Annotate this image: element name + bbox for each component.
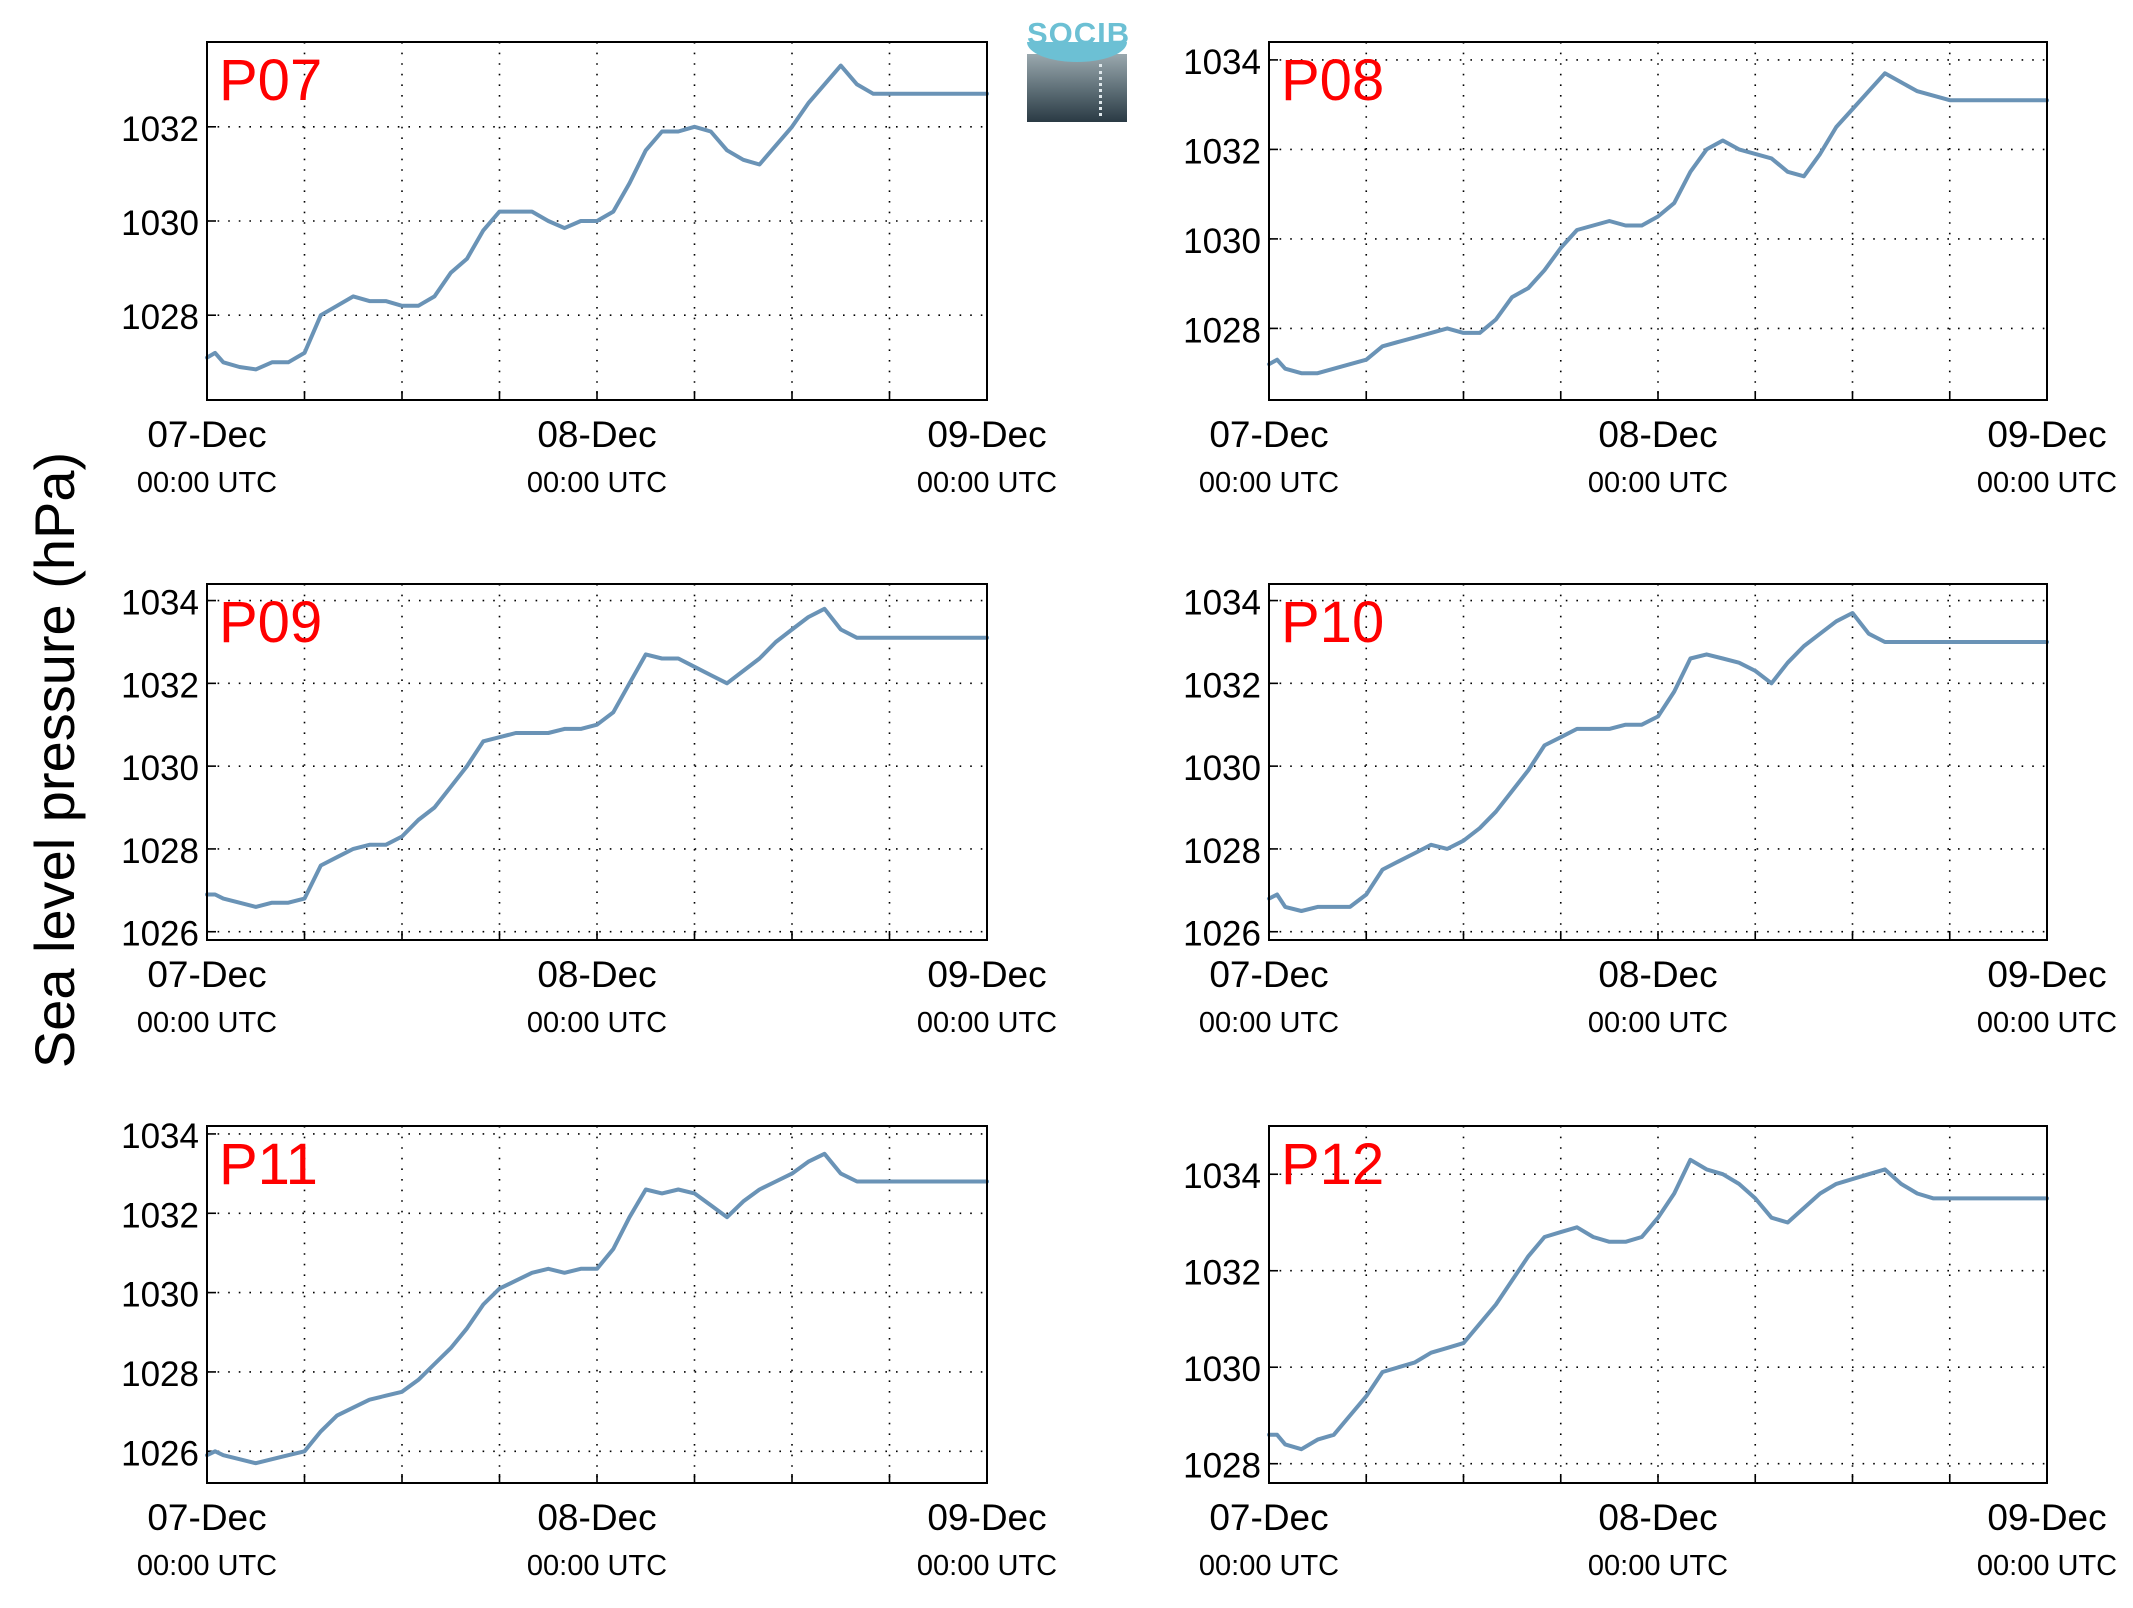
x-tick-label-time: 00:00 UTC bbox=[1977, 1007, 2117, 1039]
x-tick-label-date: 07-Dec bbox=[147, 1497, 266, 1538]
x-tick-label-time: 00:00 UTC bbox=[1977, 467, 2117, 499]
panel-p09: 1026 1028 1030 1032 1034 P09 07-Dec 00:00 UTC 08… bbox=[121, 583, 1057, 1039]
x-tick-label-date: 07-Dec bbox=[1209, 414, 1328, 455]
y-tick-label: 1030 bbox=[1183, 749, 1261, 788]
series-line-p08 bbox=[1267, 71, 2049, 376]
x-tick-label-date: 09-Dec bbox=[927, 954, 1046, 995]
x-tick-label-time: 00:00 UTC bbox=[1977, 1550, 2117, 1582]
series-line-p10 bbox=[1267, 611, 2049, 913]
y-tick-label: 1030 bbox=[1183, 1350, 1261, 1389]
x-tick-label-date: 08-Dec bbox=[537, 414, 656, 455]
x-tick-label-date: 08-Dec bbox=[537, 954, 656, 995]
panel-p10: 1026 1028 1030 1032 1034 P10 07-Dec 00:00 UTC 08… bbox=[1183, 583, 2117, 1039]
x-tick-label-date: 08-Dec bbox=[537, 1497, 656, 1538]
series-line-p09 bbox=[205, 606, 989, 909]
x-tick-label-date: 07-Dec bbox=[147, 414, 266, 455]
x-tick-label-date: 07-Dec bbox=[1209, 1497, 1328, 1538]
y-tick-label: 1032 bbox=[121, 666, 199, 705]
x-tick-label-time: 00:00 UTC bbox=[917, 1550, 1057, 1582]
y-tick-label: 1026 bbox=[121, 915, 199, 954]
x-tick-label-date: 08-Dec bbox=[1598, 1497, 1717, 1538]
x-tick-label-time: 00:00 UTC bbox=[1588, 467, 1728, 499]
axes-frame bbox=[206, 1125, 988, 1484]
y-tick-label: 1032 bbox=[1183, 132, 1261, 171]
series-line-p12 bbox=[1267, 1157, 2049, 1452]
panel-p08: 1028 1030 1032 1034 P08 07-Dec 00:00 UTC 08-Dec… bbox=[1183, 41, 2117, 499]
y-tick-label: 1030 bbox=[1183, 222, 1261, 261]
y-tick-label: 1032 bbox=[121, 1196, 199, 1235]
panel-p11: 1026 1028 1030 1032 1034 P11 07-Dec 00:00 UTC 08… bbox=[121, 1117, 1057, 1582]
axes-frame bbox=[206, 41, 988, 401]
y-axis-label: Sea level pressure (hPa) bbox=[23, 451, 86, 1069]
panel-name: P08 bbox=[1281, 48, 1384, 113]
x-tick-label-date: 08-Dec bbox=[1598, 414, 1717, 455]
y-tick-label: 1030 bbox=[121, 1276, 199, 1315]
y-tick-label: 1034 bbox=[121, 1117, 199, 1156]
x-tick-label-time: 00:00 UTC bbox=[527, 1007, 667, 1039]
panel-name: P12 bbox=[1281, 1132, 1384, 1197]
x-tick-label-date: 09-Dec bbox=[1987, 1497, 2106, 1538]
y-tick-label: 1028 bbox=[121, 298, 199, 337]
x-tick-label-date: 09-Dec bbox=[1987, 954, 2106, 995]
x-tick-label-time: 00:00 UTC bbox=[1588, 1550, 1728, 1582]
x-tick-label-time: 00:00 UTC bbox=[1199, 467, 1339, 499]
y-tick-label: 1034 bbox=[1183, 43, 1261, 82]
x-tick-label-time: 00:00 UTC bbox=[917, 1007, 1057, 1039]
y-tick-label: 1030 bbox=[121, 204, 199, 243]
x-tick-label-time: 00:00 UTC bbox=[527, 1550, 667, 1582]
axes-frame bbox=[1268, 583, 2048, 941]
y-tick-label: 1028 bbox=[121, 1355, 199, 1394]
y-tick-label: 1028 bbox=[121, 832, 199, 871]
y-tick-label: 1032 bbox=[1183, 666, 1261, 705]
x-tick-label-date: 07-Dec bbox=[1209, 954, 1328, 995]
y-tick-label: 1028 bbox=[1183, 311, 1261, 350]
y-tick-label: 1026 bbox=[121, 1434, 199, 1473]
x-tick-label-time: 00:00 UTC bbox=[1199, 1550, 1339, 1582]
series-line-p11 bbox=[205, 1151, 989, 1466]
x-tick-label-time: 00:00 UTC bbox=[917, 467, 1057, 499]
x-tick-label-time: 00:00 UTC bbox=[137, 467, 277, 499]
panel-name: P11 bbox=[219, 1132, 318, 1197]
x-tick-label-date: 09-Dec bbox=[927, 414, 1046, 455]
x-tick-label-time: 00:00 UTC bbox=[527, 467, 667, 499]
logo-block bbox=[1027, 54, 1127, 122]
axes-frame bbox=[206, 583, 988, 941]
x-tick-label-time: 00:00 UTC bbox=[1199, 1007, 1339, 1039]
panel-name: P09 bbox=[219, 590, 322, 655]
x-tick-label-date: 09-Dec bbox=[927, 1497, 1046, 1538]
x-tick-label-time: 00:00 UTC bbox=[137, 1007, 277, 1039]
axes-frame bbox=[1268, 41, 2048, 401]
x-tick-label-date: 09-Dec bbox=[1987, 414, 2106, 455]
y-tick-label: 1030 bbox=[121, 749, 199, 788]
y-tick-label: 1026 bbox=[1183, 915, 1261, 954]
panel-name: P07 bbox=[219, 48, 322, 113]
axes-frame bbox=[1268, 1125, 2048, 1484]
panel-p07: 1028 1030 1032 P07 07-Dec 00:00 UTC 08-Dec 00:0… bbox=[121, 41, 1057, 499]
logo-dots bbox=[1099, 64, 1102, 116]
x-tick-label-time: 00:00 UTC bbox=[1588, 1007, 1728, 1039]
panel-p12: 1028 1030 1032 1034 P12 07-Dec 00:00 UTC 08-Dec… bbox=[1183, 1125, 2117, 1582]
y-tick-label: 1032 bbox=[1183, 1254, 1261, 1293]
x-tick-label-date: 08-Dec bbox=[1598, 954, 1717, 995]
x-tick-label-date: 07-Dec bbox=[147, 954, 266, 995]
y-tick-label: 1034 bbox=[121, 584, 199, 623]
y-tick-label: 1034 bbox=[1183, 1157, 1261, 1196]
socib-logo: SOCIB bbox=[1027, 16, 1129, 122]
y-tick-label: 1028 bbox=[1183, 832, 1261, 871]
y-tick-label: 1034 bbox=[1183, 584, 1261, 623]
y-tick-label: 1032 bbox=[121, 110, 199, 149]
series-line-p07 bbox=[205, 63, 989, 372]
logo-wave-icon bbox=[1027, 42, 1127, 62]
panel-name: P10 bbox=[1281, 590, 1384, 655]
y-tick-label: 1028 bbox=[1183, 1447, 1261, 1486]
x-tick-label-time: 00:00 UTC bbox=[137, 1550, 277, 1582]
